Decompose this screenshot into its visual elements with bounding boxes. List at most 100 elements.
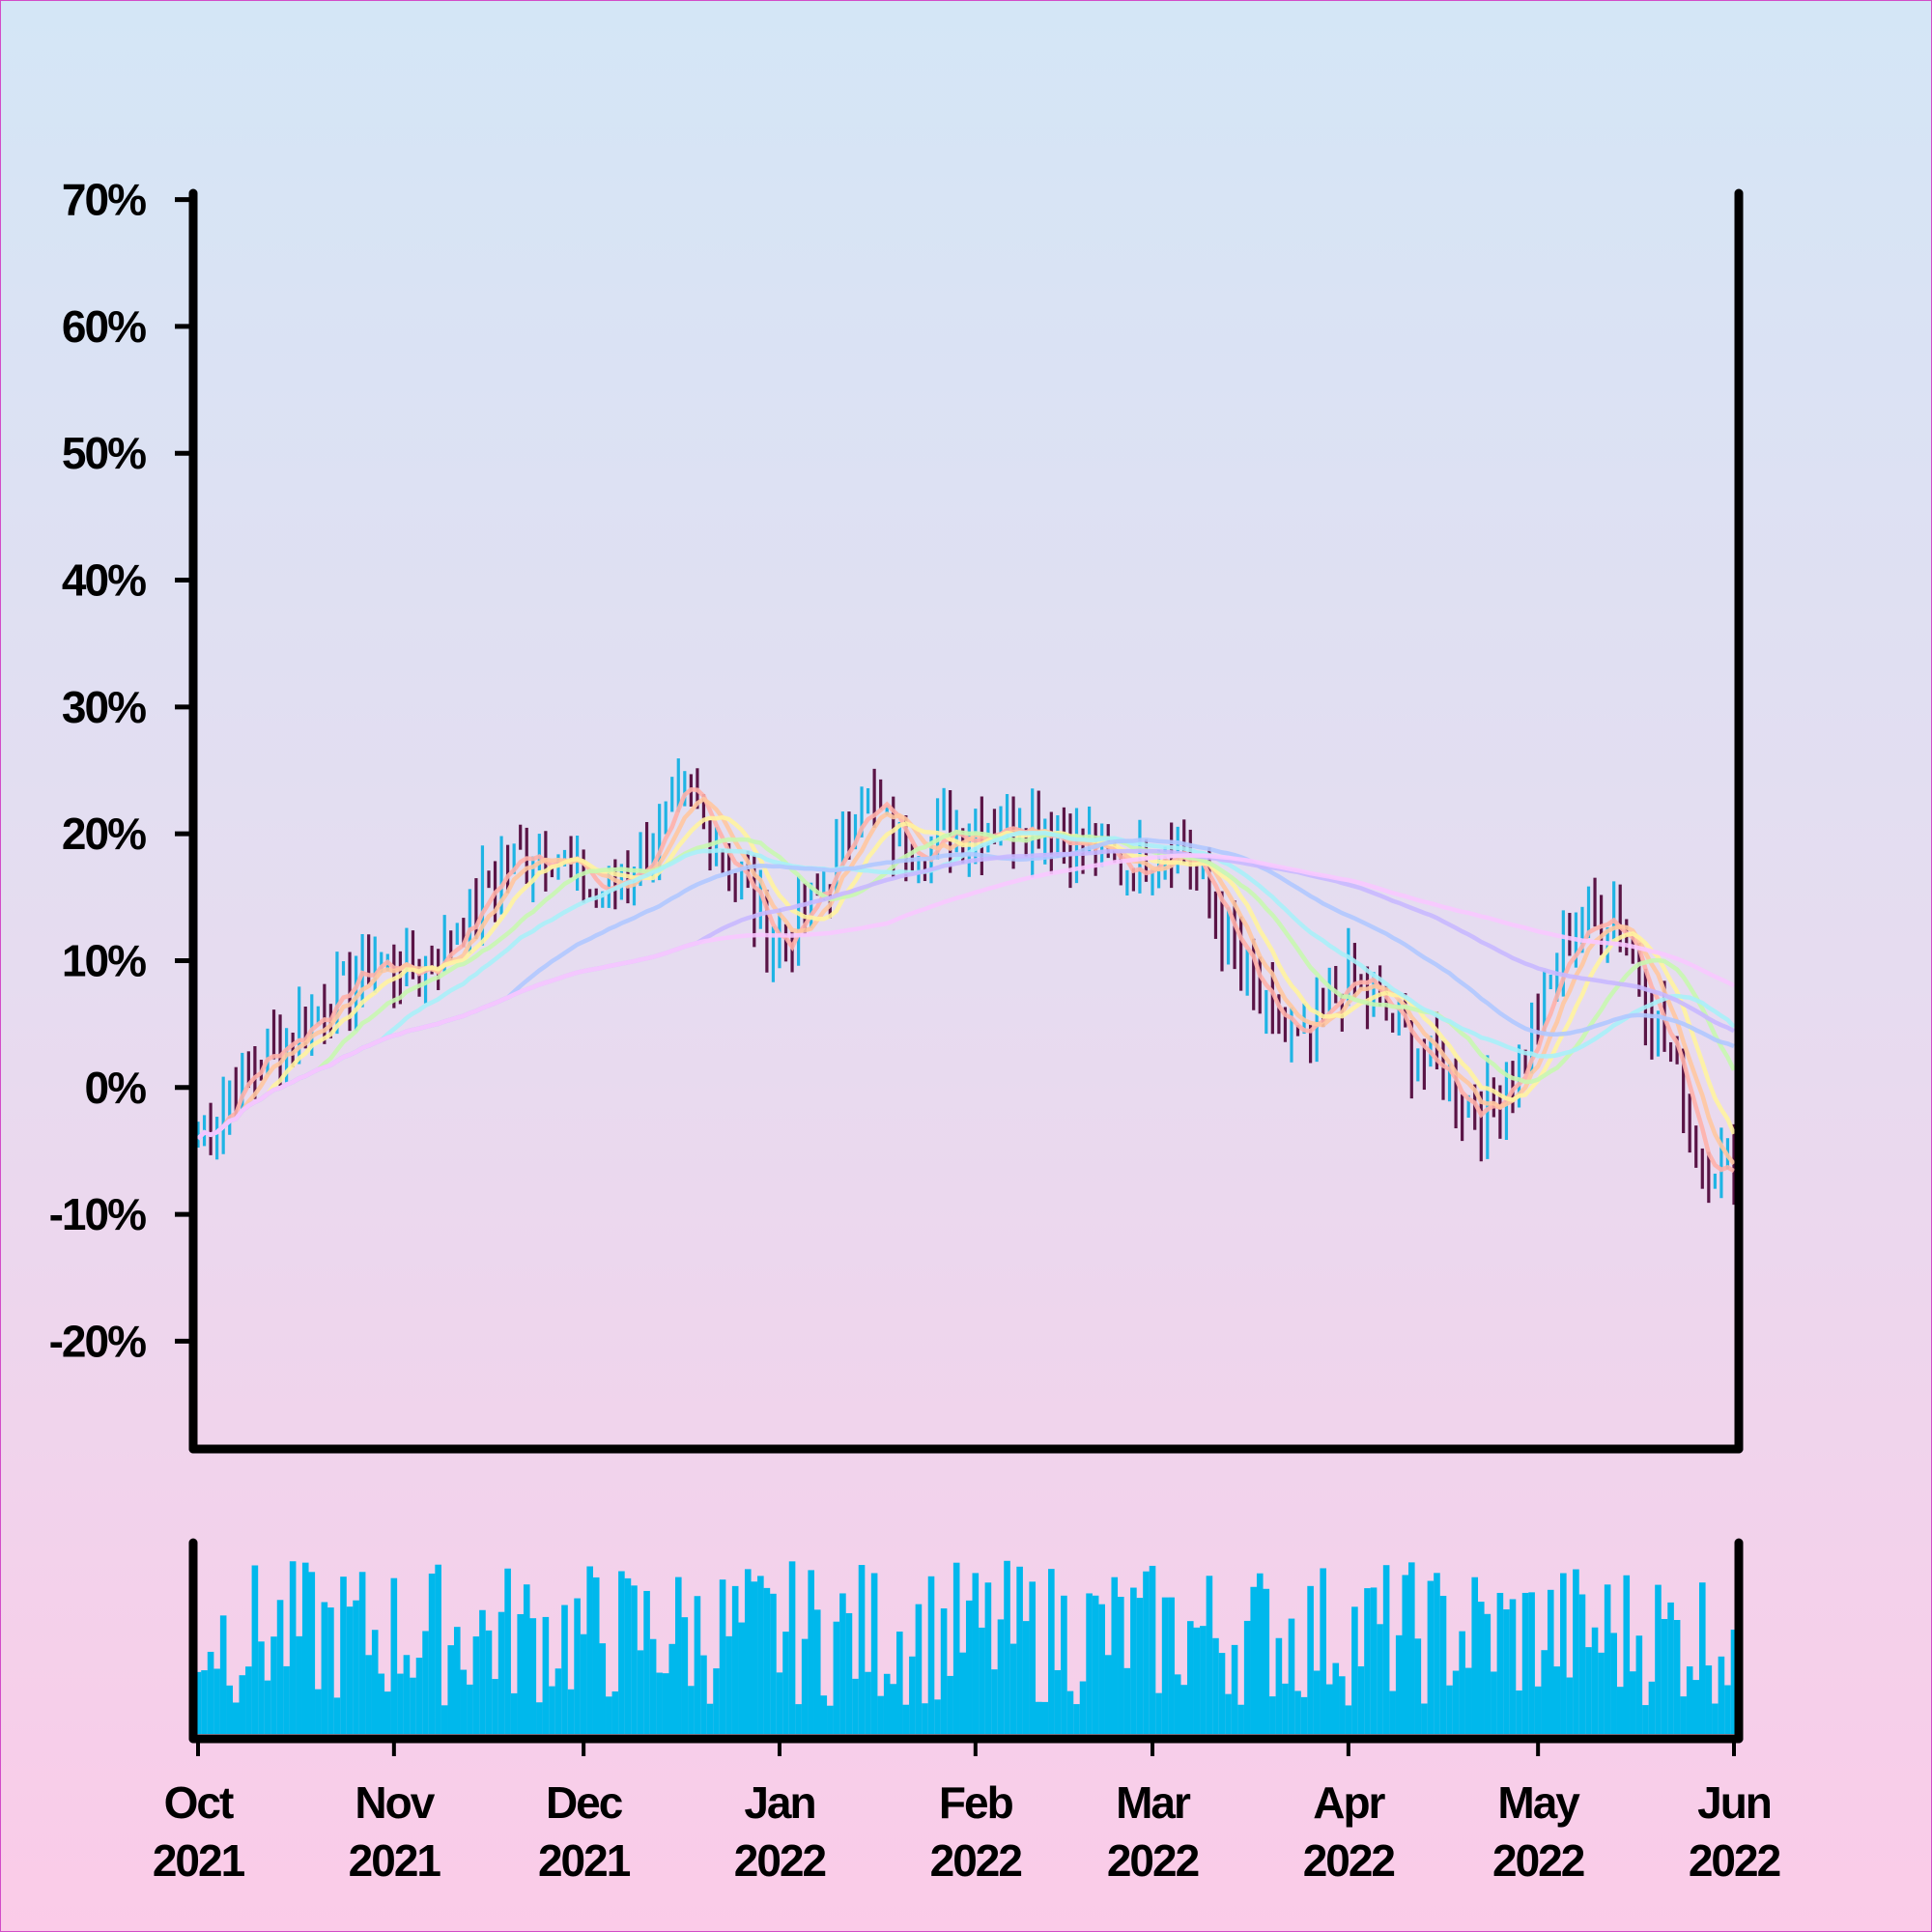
volume-bar [270, 1636, 277, 1734]
volume-bar [757, 1576, 764, 1734]
volume-bar [643, 1590, 650, 1734]
x-tick-label-year: 2021 [153, 1835, 245, 1886]
volume-bar [1111, 1577, 1119, 1734]
volume-bar [1123, 1667, 1131, 1734]
volume-bar [719, 1579, 726, 1734]
volume-bar [1591, 1627, 1599, 1734]
volume-bar [1061, 1595, 1067, 1734]
volume-bar [440, 1705, 448, 1734]
volume-bar [744, 1569, 752, 1734]
volume-bar [1282, 1683, 1289, 1734]
volume-bar [384, 1691, 391, 1734]
volume-bar [1269, 1696, 1276, 1734]
volume-bar [833, 1621, 840, 1734]
volume-bar [289, 1561, 297, 1734]
volume-bar [1439, 1596, 1447, 1734]
volume-bar [1585, 1647, 1592, 1734]
volume-bar [813, 1609, 821, 1734]
volume-bar [1009, 1643, 1017, 1734]
volume-bar [567, 1689, 575, 1734]
moving-average-line [196, 814, 1737, 1141]
volume-bar [865, 1671, 871, 1734]
volume-bar [668, 1643, 676, 1734]
volume-bar [782, 1632, 789, 1734]
volume-bar [991, 1669, 998, 1734]
volume-bar [1339, 1676, 1346, 1734]
volume-bar [472, 1636, 480, 1734]
y-tick-label: 60% [62, 301, 146, 352]
y-tick-label: 70% [62, 175, 146, 225]
volume-bar [858, 1565, 866, 1734]
volume-bar [232, 1702, 240, 1734]
volume-bar [801, 1638, 809, 1734]
volume-bar [1307, 1585, 1314, 1734]
volume-bar [606, 1696, 612, 1734]
volume-bar [226, 1685, 234, 1734]
x-tick-label-month: Nov [355, 1777, 435, 1828]
volume-bar [258, 1641, 265, 1734]
volume-bar [979, 1627, 985, 1734]
volume-bar [422, 1631, 429, 1734]
volume-bar [1225, 1693, 1232, 1734]
volume-bar [1370, 1587, 1378, 1734]
volume-bar [947, 1675, 953, 1734]
volume-bar [1275, 1637, 1283, 1734]
volume-bar [952, 1562, 960, 1734]
volume-bar [410, 1677, 416, 1734]
volume-bar [574, 1598, 581, 1734]
volume-bar [922, 1703, 928, 1734]
volume-bar [1724, 1685, 1731, 1734]
volume-bar [586, 1566, 593, 1734]
volume-bar [870, 1573, 878, 1734]
volume-bar [1661, 1618, 1668, 1734]
volume-bar [1686, 1666, 1693, 1734]
volume-bar [1395, 1634, 1403, 1734]
y-tick-label: 50% [62, 428, 146, 478]
volume-bar [1648, 1681, 1656, 1734]
volume-bar [239, 1675, 246, 1734]
volume-bar [688, 1686, 695, 1734]
volume-bar [1212, 1637, 1219, 1734]
y-tick-label: 40% [62, 555, 146, 606]
x-tick-label-month: Mar [1116, 1777, 1191, 1828]
volume-bar [245, 1666, 252, 1734]
volume-bar [776, 1672, 783, 1734]
volume-bar [1174, 1674, 1181, 1734]
volume-bar [1086, 1593, 1093, 1734]
x-tick-label-year: 2022 [734, 1835, 826, 1886]
volume-bar [207, 1651, 214, 1734]
y-tick-label: 0% [85, 1063, 147, 1113]
volume-bar [1503, 1609, 1510, 1734]
volume-bar [1516, 1690, 1522, 1734]
volume-bar [333, 1697, 341, 1734]
volume-bar [624, 1577, 632, 1734]
volume-bar [820, 1695, 828, 1734]
volume-bar [694, 1596, 701, 1734]
x-tick-label-month: Feb [939, 1777, 1013, 1828]
volume-bar [1566, 1677, 1574, 1734]
volume-bar [264, 1680, 271, 1734]
volume-bar [1351, 1606, 1358, 1734]
volume-bar [1149, 1565, 1156, 1734]
volume-bar [1016, 1566, 1023, 1734]
volume-bar [403, 1655, 411, 1734]
volume-bar [1022, 1621, 1030, 1734]
volume-bar [618, 1571, 625, 1734]
y-tick-label: -20% [49, 1316, 146, 1366]
volume-bar [1345, 1705, 1352, 1734]
volume-bar [915, 1604, 923, 1734]
volume-bar [479, 1609, 486, 1734]
volume-bar [611, 1690, 619, 1734]
volume-bar [353, 1600, 359, 1734]
volume-bar [731, 1585, 739, 1734]
volume-bar [877, 1695, 884, 1734]
volume-bar [1218, 1653, 1226, 1734]
volume-bar [390, 1577, 398, 1734]
volume-bar [890, 1684, 897, 1734]
volume-bar [1161, 1597, 1169, 1734]
volume-bar [1300, 1696, 1308, 1734]
volume-bar [580, 1634, 587, 1734]
volume-bar [536, 1702, 543, 1734]
volume-bar [523, 1584, 530, 1734]
moving-average-line [196, 853, 1735, 1141]
